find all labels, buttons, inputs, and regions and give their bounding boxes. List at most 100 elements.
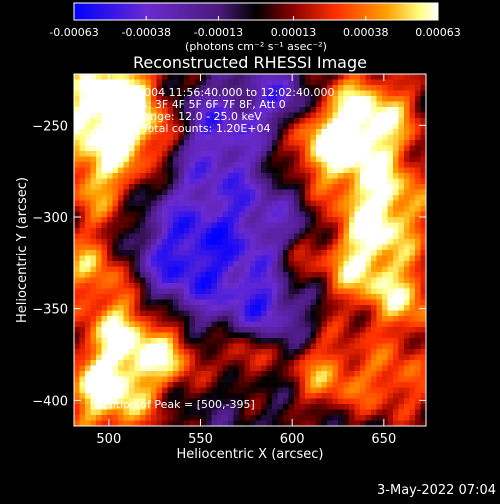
heatmap-cell xyxy=(228,266,234,273)
heatmap-cell xyxy=(195,393,201,399)
heatmap-cell xyxy=(112,195,119,201)
heatmap-cell xyxy=(96,420,102,426)
heatmap-cell xyxy=(123,261,130,267)
x-tick-label: 550 xyxy=(188,432,213,447)
heatmap-cell xyxy=(118,239,124,245)
heatmap-cell xyxy=(167,310,174,317)
heatmap-cell xyxy=(250,382,256,388)
heatmap-cell xyxy=(288,145,295,152)
heatmap-cell xyxy=(316,288,322,295)
heatmap-cell xyxy=(101,343,108,350)
heatmap-cell xyxy=(288,140,295,146)
heatmap-cell xyxy=(261,145,267,152)
heatmap-cell xyxy=(140,244,146,251)
heatmap-cell xyxy=(85,195,91,201)
heatmap-cell xyxy=(294,338,300,344)
heatmap-cell xyxy=(244,74,251,80)
heatmap-cell xyxy=(255,266,262,273)
heatmap-cell xyxy=(409,233,416,240)
heatmap-cell xyxy=(112,96,119,102)
heatmap-cell xyxy=(90,382,97,388)
heatmap-cell xyxy=(162,211,168,218)
heatmap-cell xyxy=(266,156,273,163)
heatmap-cell xyxy=(404,288,410,295)
heatmap-cell xyxy=(96,382,102,388)
heatmap-cell xyxy=(184,195,190,201)
heatmap-cell xyxy=(173,178,179,185)
heatmap-cell xyxy=(244,376,251,383)
heatmap-cell xyxy=(112,239,119,245)
heatmap-cell xyxy=(107,244,113,251)
heatmap-cell xyxy=(376,255,383,262)
heatmap-cell xyxy=(398,90,405,97)
heatmap-cell xyxy=(162,206,168,212)
heatmap-cell xyxy=(288,316,295,322)
heatmap-cell xyxy=(415,96,421,102)
heatmap-cell xyxy=(398,140,405,146)
heatmap-cell xyxy=(162,162,168,168)
heatmap-cell xyxy=(123,189,130,196)
heatmap-cell xyxy=(272,85,278,91)
heatmap-cell xyxy=(305,112,311,119)
heatmap-cell xyxy=(294,310,300,317)
heatmap-cell xyxy=(134,85,141,91)
heatmap-cell xyxy=(360,327,366,333)
heatmap-cell xyxy=(409,288,416,295)
heatmap-cell xyxy=(195,371,201,377)
heatmap-cell xyxy=(354,272,361,278)
heatmap-cell xyxy=(74,101,80,108)
heatmap-cell xyxy=(90,107,97,113)
heatmap-cell xyxy=(338,349,344,355)
heatmap-cell xyxy=(74,415,80,421)
heatmap-cell xyxy=(360,211,366,218)
heatmap-cell xyxy=(233,272,240,278)
heatmap-cell xyxy=(283,211,289,218)
heatmap-cell xyxy=(211,310,218,317)
heatmap-cell xyxy=(79,398,86,405)
heatmap-cell xyxy=(321,409,328,416)
heatmap-cell xyxy=(316,250,322,256)
heatmap-cell xyxy=(123,222,130,229)
heatmap-cell xyxy=(321,206,328,212)
heatmap-cell xyxy=(79,107,86,113)
heatmap-cell xyxy=(96,371,102,377)
heatmap-cell xyxy=(140,266,146,273)
heatmap-cell xyxy=(178,404,185,410)
heatmap-cell xyxy=(107,156,113,163)
heatmap-cell xyxy=(398,162,405,168)
heatmap-cell xyxy=(74,332,80,339)
heatmap-cell xyxy=(321,134,328,141)
heatmap-cell xyxy=(217,90,223,97)
heatmap-cell xyxy=(112,250,119,256)
heatmap-cell xyxy=(332,382,339,388)
heatmap-cell xyxy=(140,250,146,256)
heatmap-cell xyxy=(404,277,410,284)
heatmap-cell xyxy=(327,404,333,410)
heatmap-cell xyxy=(101,239,108,245)
heatmap-cell xyxy=(321,244,328,251)
heatmap-cell xyxy=(112,332,119,339)
heatmap-cell xyxy=(239,85,245,91)
heatmap-cell xyxy=(90,349,97,355)
heatmap-cell xyxy=(118,129,124,135)
heatmap-cell xyxy=(360,420,366,426)
heatmap-cell xyxy=(140,101,146,108)
heatmap-cell xyxy=(118,327,124,333)
heatmap-cell xyxy=(382,178,388,185)
heatmap-cell xyxy=(211,162,218,168)
annotation-time-range: 26-Aug-2004 11:56:40.000 to 12:02:40.000 xyxy=(94,86,335,99)
heatmap-cell xyxy=(321,211,328,218)
heatmap-cell xyxy=(184,415,190,421)
heatmap-cell xyxy=(349,305,355,311)
heatmap-cell xyxy=(393,173,399,179)
heatmap-cell xyxy=(195,272,201,278)
heatmap-cell xyxy=(277,316,284,322)
heatmap-cell xyxy=(288,222,295,229)
heatmap-cell xyxy=(74,129,80,135)
heatmap-cell xyxy=(112,360,119,366)
heatmap-cell xyxy=(261,250,267,256)
heatmap-cell xyxy=(85,343,91,350)
heatmap-cell xyxy=(129,228,135,234)
heatmap-cell xyxy=(167,354,174,361)
heatmap-cell xyxy=(217,107,223,113)
